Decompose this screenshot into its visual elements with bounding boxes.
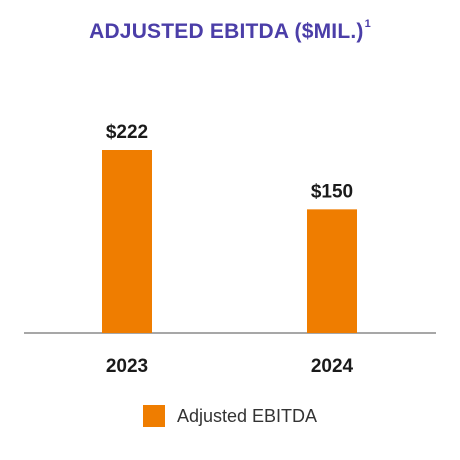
- x-tick-2024: 2024: [311, 356, 354, 377]
- data-label-2023: $222: [106, 122, 148, 143]
- x-tick-2023: 2023: [106, 356, 148, 377]
- legend-swatch: [142, 405, 165, 427]
- chart-title-text: ADJUSTED EBITDA ($MIL.): [89, 20, 364, 43]
- legend: Adjusted EBITDA: [0, 405, 460, 427]
- bar-2023: [102, 150, 152, 333]
- legend-label: Adjusted EBITDA: [176, 405, 318, 426]
- chart-title: ADJUSTED EBITDA ($MIL.)1: [0, 18, 460, 44]
- title-footnote-marker: 1: [364, 18, 371, 30]
- data-label-2024: $150: [311, 181, 353, 202]
- bar-2024: [307, 209, 357, 333]
